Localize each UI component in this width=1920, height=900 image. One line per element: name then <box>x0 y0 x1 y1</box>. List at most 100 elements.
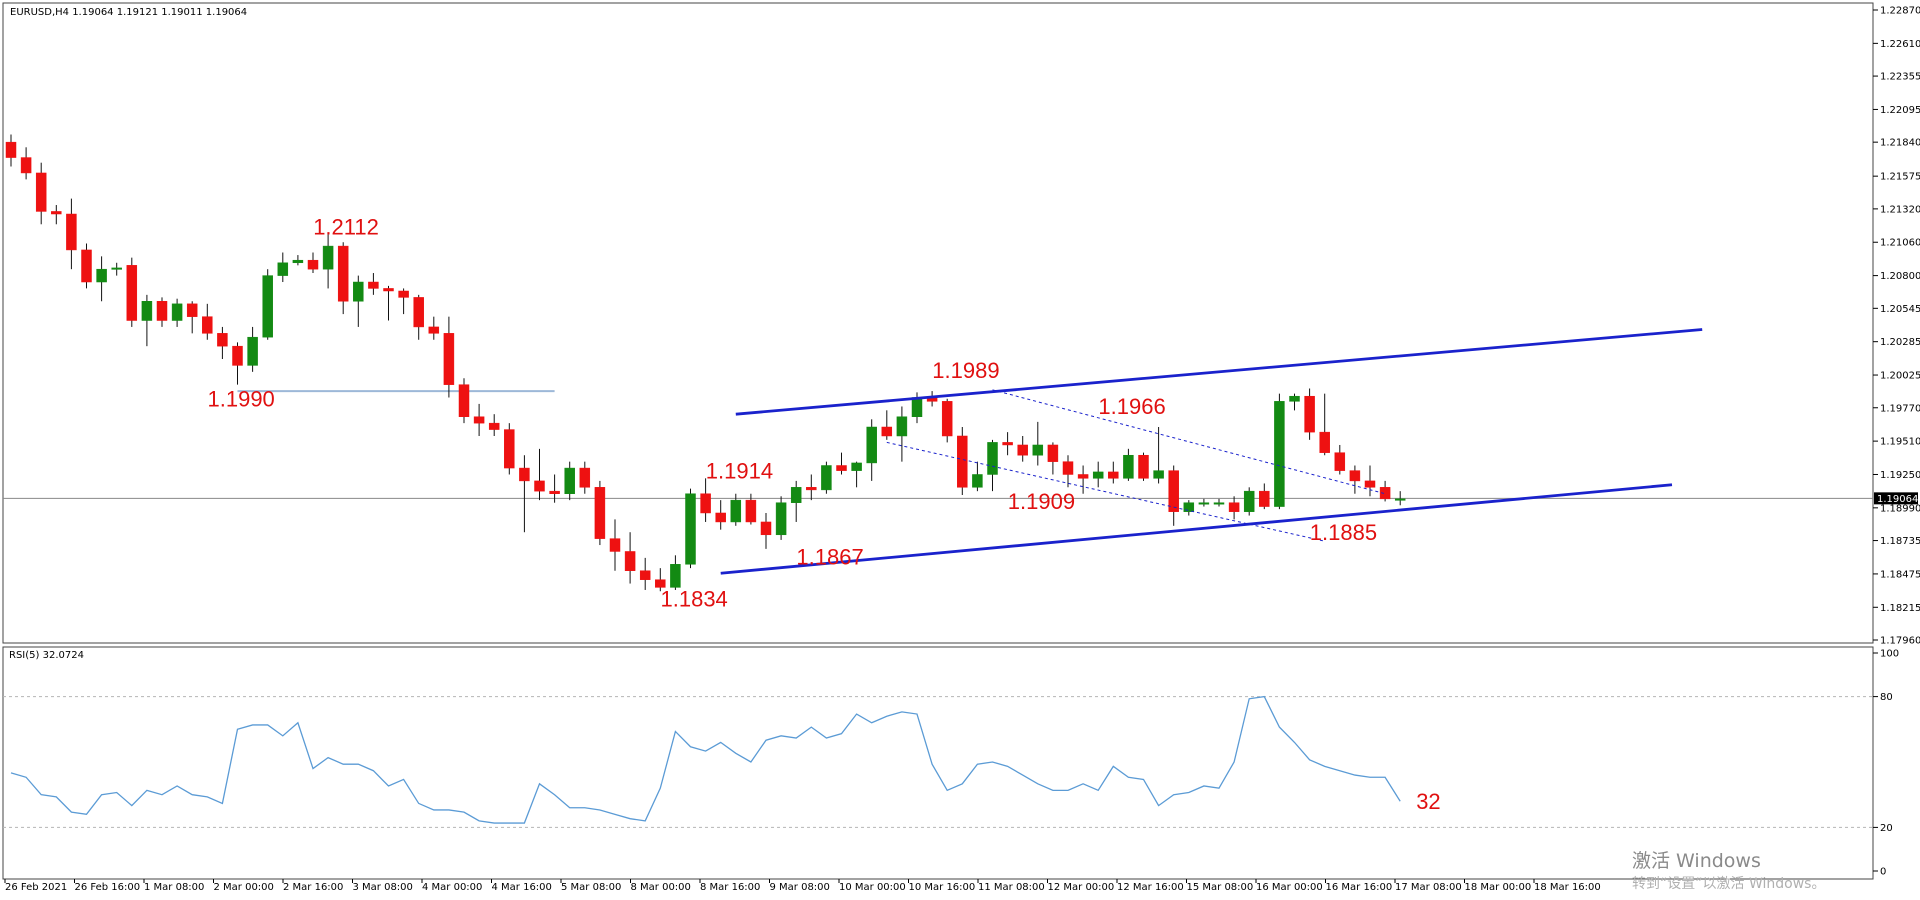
candle-body <box>473 416 485 424</box>
price-tick-label: 1.22095 <box>1880 105 1920 116</box>
candle-body <box>594 487 606 539</box>
symbol-header: EURUSD,H4 1.19064 1.19121 1.19011 1.1906… <box>10 7 247 18</box>
time-tick-label: 2 Mar 16:00 <box>283 882 343 893</box>
price-tick-label: 1.17960 <box>1880 636 1920 647</box>
candle-body <box>1213 502 1225 505</box>
candle-body <box>262 275 273 338</box>
rsi-tick-label: 100 <box>1880 649 1899 660</box>
price-tick-label: 1.21575 <box>1880 172 1920 183</box>
candle-body <box>685 493 696 565</box>
candle-body <box>1394 498 1406 501</box>
candle-body <box>1289 395 1300 402</box>
current-price-box <box>1874 492 1918 505</box>
price-annotation: 1.1966 <box>1098 394 1165 419</box>
price-tick-label: 1.22870 <box>1880 6 1920 17</box>
candle-body <box>941 401 953 437</box>
candle-body <box>51 211 62 215</box>
candle-body <box>81 249 92 283</box>
candle-body <box>760 521 772 536</box>
candle-body <box>821 465 832 491</box>
candle-body <box>866 426 877 464</box>
time-tick-label: 2 Mar 00:00 <box>214 882 274 893</box>
time-tick-label: 1 Mar 08:00 <box>144 882 204 893</box>
main-panel-frame <box>2 2 1874 644</box>
current-price-marker: 1.19064 <box>3 492 1918 505</box>
candle-body <box>700 493 711 514</box>
candle-body <box>896 416 908 437</box>
candle-body <box>730 499 742 523</box>
price-tick-label: 1.20800 <box>1880 271 1920 282</box>
candle-body <box>1183 502 1195 512</box>
price-annotation: 1.1909 <box>1008 489 1075 514</box>
candle-body <box>1334 452 1346 471</box>
candle-body <box>277 262 289 276</box>
candle-body <box>836 465 847 471</box>
candle-body <box>987 442 998 475</box>
time-tick-label: 10 Mar 16:00 <box>909 882 976 893</box>
watermark-line1: 激活 Windows <box>1632 850 1761 872</box>
time-tick-label: 4 Mar 16:00 <box>492 882 552 893</box>
candle-body <box>171 303 183 321</box>
price-axis: 1.22870 1.22610 1.22355 1.22095 1.21840 1.215… <box>1873 6 1920 647</box>
time-tick-label: 16 Mar 00:00 <box>1256 882 1323 893</box>
time-tick-label: 10 Mar 00:00 <box>839 882 906 893</box>
rsi-title: RSI(5) 32.0724 <box>9 650 84 661</box>
rsi-tick-label: 0 <box>1880 867 1886 878</box>
current-price-label: 1.19064 <box>1877 494 1918 505</box>
candle-body <box>428 326 440 334</box>
candle-body <box>911 397 923 417</box>
time-tick-label: 18 Mar 16:00 <box>1534 882 1601 893</box>
price-annotation: 1.1834 <box>661 587 728 612</box>
candle-body <box>624 551 636 571</box>
candle-body <box>1017 444 1028 456</box>
price-tick-label: 1.18475 <box>1880 569 1920 580</box>
candle-body <box>1379 487 1391 500</box>
time-tick-label: 12 Mar 16:00 <box>1117 882 1184 893</box>
time-tick-label: 17 Mar 08:00 <box>1395 882 1462 893</box>
trendline <box>886 441 1325 542</box>
candle-body <box>1047 444 1059 462</box>
candle-body <box>1243 490 1255 512</box>
candle-body <box>715 512 726 523</box>
price-tick-label: 1.18215 <box>1880 603 1920 614</box>
candle-body <box>20 157 32 174</box>
candle-body <box>1228 502 1240 512</box>
time-tick-label: 26 Feb 2021 <box>5 882 67 893</box>
price-annotation: 1.1885 <box>1310 520 1377 545</box>
time-tick-label: 16 Mar 16:00 <box>1326 882 1393 893</box>
candle-body <box>1138 454 1149 479</box>
candle-body <box>292 259 304 264</box>
candle-body <box>217 333 228 347</box>
price-tick-label: 1.21840 <box>1880 138 1920 149</box>
candle-body <box>1259 490 1270 507</box>
trendline <box>992 389 1386 495</box>
price-annotation: 1.1990 <box>208 386 275 411</box>
watermark-line2: 转到“设置”以激活 Windows。 <box>1632 875 1825 892</box>
candle-body <box>398 290 409 298</box>
candle-body <box>443 333 455 385</box>
candle-body <box>972 474 983 488</box>
trendline <box>735 328 1703 416</box>
time-tick-label: 11 Mar 08:00 <box>978 882 1045 893</box>
price-tick-label: 1.22610 <box>1880 39 1920 50</box>
candle-body <box>745 499 757 523</box>
candles <box>5 134 1406 592</box>
candle-body <box>579 467 591 488</box>
time-tick-label: 3 Mar 08:00 <box>353 882 413 893</box>
price-annotation: 1.2112 <box>313 215 379 240</box>
candle-body <box>368 281 379 289</box>
candle-body <box>141 301 153 321</box>
trendlines <box>720 328 1703 575</box>
price-tick-label: 1.20025 <box>1880 371 1920 382</box>
candle-body <box>353 281 364 302</box>
price-tick-label: 1.22355 <box>1880 72 1920 83</box>
candle-body <box>247 336 258 366</box>
candle-body <box>307 259 319 270</box>
candle-body <box>1319 431 1330 453</box>
price-tick-label: 1.20545 <box>1880 304 1920 315</box>
candle-body <box>35 172 47 212</box>
time-tick-label: 5 Mar 08:00 <box>561 882 621 893</box>
candle-body <box>1274 401 1285 507</box>
candle-body <box>504 429 515 469</box>
